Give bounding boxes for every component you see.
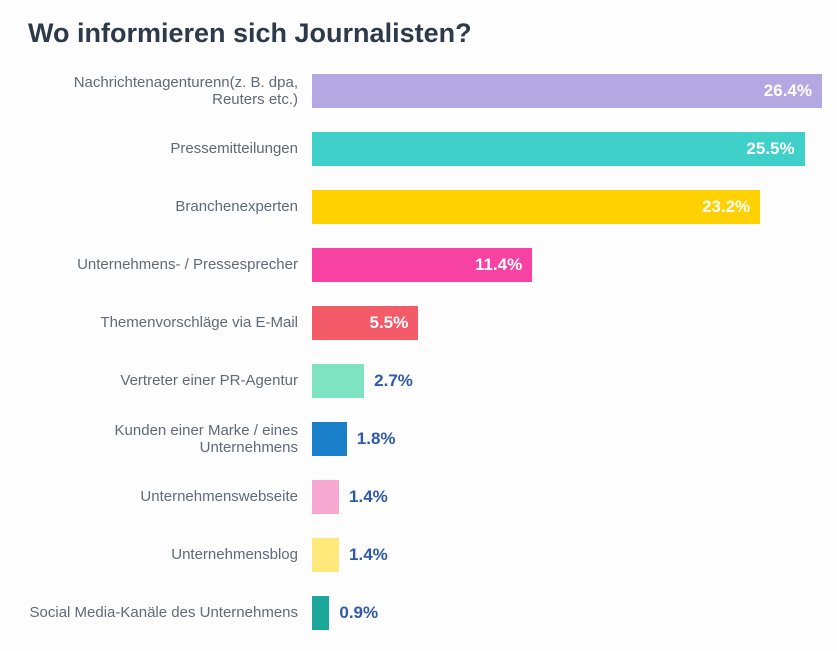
category-label: Vertreter einer PR-Agentur: [24, 372, 312, 389]
value-label: 25.5%: [746, 139, 794, 159]
bar: 5.5%: [312, 306, 418, 340]
value-label: 0.9%: [339, 603, 378, 623]
value-label: 2.7%: [374, 371, 413, 391]
category-label: Pressemitteilungen: [24, 140, 312, 157]
chart-container: { "chart": { "type": "bar", "title": "Wo…: [0, 0, 837, 643]
category-label: Unternehmenswebseite: [24, 488, 312, 505]
bar: [312, 480, 339, 514]
category-label: Unternehmens- / Pressesprecher: [24, 256, 312, 273]
bar: 26.4%: [312, 74, 822, 108]
category-label: Branchenexperten: [24, 198, 312, 215]
bar-row: Unternehmensblog 1.4%: [24, 535, 813, 575]
value-label: 11.4%: [475, 255, 522, 275]
plot-area: 11.4%: [312, 245, 813, 285]
value-label: 1.4%: [349, 487, 388, 507]
plot-area: 23.2%: [312, 187, 813, 227]
bar-row: Kunden einer Marke / eines Unternehmens 1…: [24, 419, 813, 459]
plot-area: 26.4%: [312, 71, 822, 111]
category-label: Kunden einer Marke / eines Unternehmens: [24, 422, 312, 457]
plot-area: 1.4%: [312, 535, 813, 575]
plot-area: 25.5%: [312, 129, 813, 169]
plot-area: 2.7%: [312, 361, 813, 401]
bar: 25.5%: [312, 132, 805, 166]
value-label: 5.5%: [370, 313, 409, 333]
bar: 23.2%: [312, 190, 760, 224]
category-label: Unternehmensblog: [24, 546, 312, 563]
bar: [312, 364, 364, 398]
value-label: 26.4%: [764, 81, 812, 101]
plot-area: 1.8%: [312, 419, 813, 459]
category-label: Nachrichtenagenturenn(z. B. dpa, Reuters…: [24, 74, 312, 109]
value-label: 1.4%: [349, 545, 388, 565]
plot-area: 5.5%: [312, 303, 813, 343]
bar-row: Pressemitteilungen 25.5%: [24, 129, 813, 169]
bar-row: Unternehmens- / Pressesprecher 11.4%: [24, 245, 813, 285]
bar: [312, 538, 339, 572]
category-label: Social Media-Kanäle des Unternehmens: [24, 604, 312, 621]
bar-row: Vertreter einer PR-Agentur 2.7%: [24, 361, 813, 401]
bar-row: Branchenexperten 23.2%: [24, 187, 813, 227]
value-label: 1.8%: [357, 429, 396, 449]
bar-row: Social Media-Kanäle des Unternehmens 0.9%: [24, 593, 813, 633]
bar: [312, 422, 347, 456]
bar-row: Themenvorschläge via E-Mail 5.5%: [24, 303, 813, 343]
bar: 11.4%: [312, 248, 532, 282]
category-label: Themenvorschläge via E-Mail: [24, 314, 312, 331]
plot-area: 0.9%: [312, 593, 813, 633]
bar-chart: Nachrichtenagenturenn(z. B. dpa, Reuters…: [24, 71, 813, 651]
bar: [312, 596, 329, 630]
plot-area: 1.4%: [312, 477, 813, 517]
chart-title: Wo informieren sich Journalisten?: [28, 18, 813, 49]
bar-row: Nachrichtenagenturenn(z. B. dpa, Reuters…: [24, 71, 813, 111]
bar-row: Unternehmenswebseite 1.4%: [24, 477, 813, 517]
value-label: 23.2%: [702, 197, 750, 217]
